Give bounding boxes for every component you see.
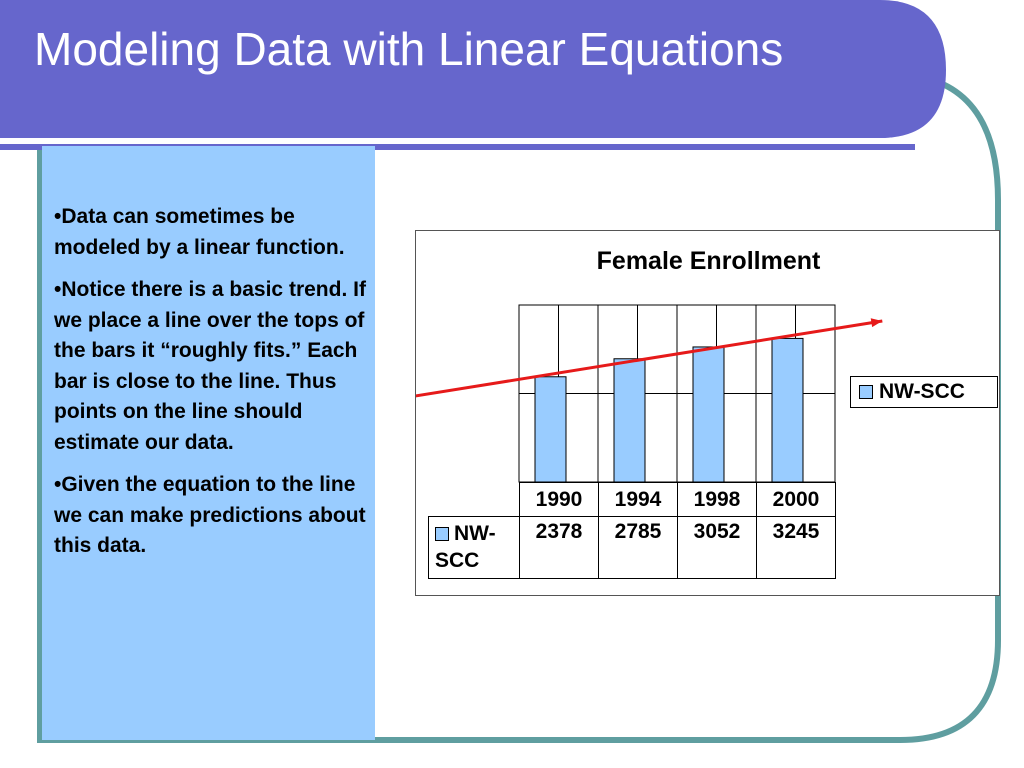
- trend-line: [416, 319, 883, 398]
- legend-swatch: [859, 385, 873, 399]
- header-band: [0, 0, 946, 138]
- table-header-category: 1994: [598, 482, 678, 517]
- table-header-category: 1990: [519, 482, 599, 517]
- table-cell-value: 3245: [756, 516, 836, 579]
- bullet-point: •Data can sometimes be modeled by a line…: [54, 205, 345, 259]
- table-header-category: 1998: [677, 482, 757, 517]
- bar: [692, 346, 725, 483]
- table-header-category: 2000: [756, 482, 836, 517]
- table-cell-value: 2378: [519, 516, 599, 579]
- legend-label: NW-SCC: [879, 380, 965, 403]
- chart-title: Female Enrollment: [596, 247, 821, 275]
- bullet-point: •Given the equation to the line we can m…: [54, 473, 366, 557]
- bullet-point: •Notice there is a basic trend. If we pl…: [54, 278, 366, 454]
- trend-arrow-right: [870, 318, 883, 328]
- table-cell-value: 3052: [677, 516, 757, 579]
- chart-legend: NW-SCC: [850, 376, 998, 408]
- data-table: 1990 1994 1998 2000 NW- SCC 2378 2785 305…: [428, 482, 836, 579]
- chart-plot: [416, 304, 883, 483]
- bullet-panel: •Data can sometimes be modeled by a line…: [42, 146, 375, 740]
- slide-title: Modeling Data with Linear Equations: [34, 23, 784, 75]
- table-legend-swatch: [435, 527, 449, 541]
- bar: [613, 358, 646, 483]
- header-underline: [0, 144, 915, 150]
- chart-container: Female Enrollment NW-SCC 1990 1994 1998 …: [415, 230, 1000, 596]
- bar: [771, 337, 804, 483]
- bar: [534, 376, 567, 483]
- table-cell-value: 2785: [598, 516, 678, 579]
- table-row-header: NW- SCC: [428, 516, 520, 579]
- slide-frame: [37, 71, 1001, 743]
